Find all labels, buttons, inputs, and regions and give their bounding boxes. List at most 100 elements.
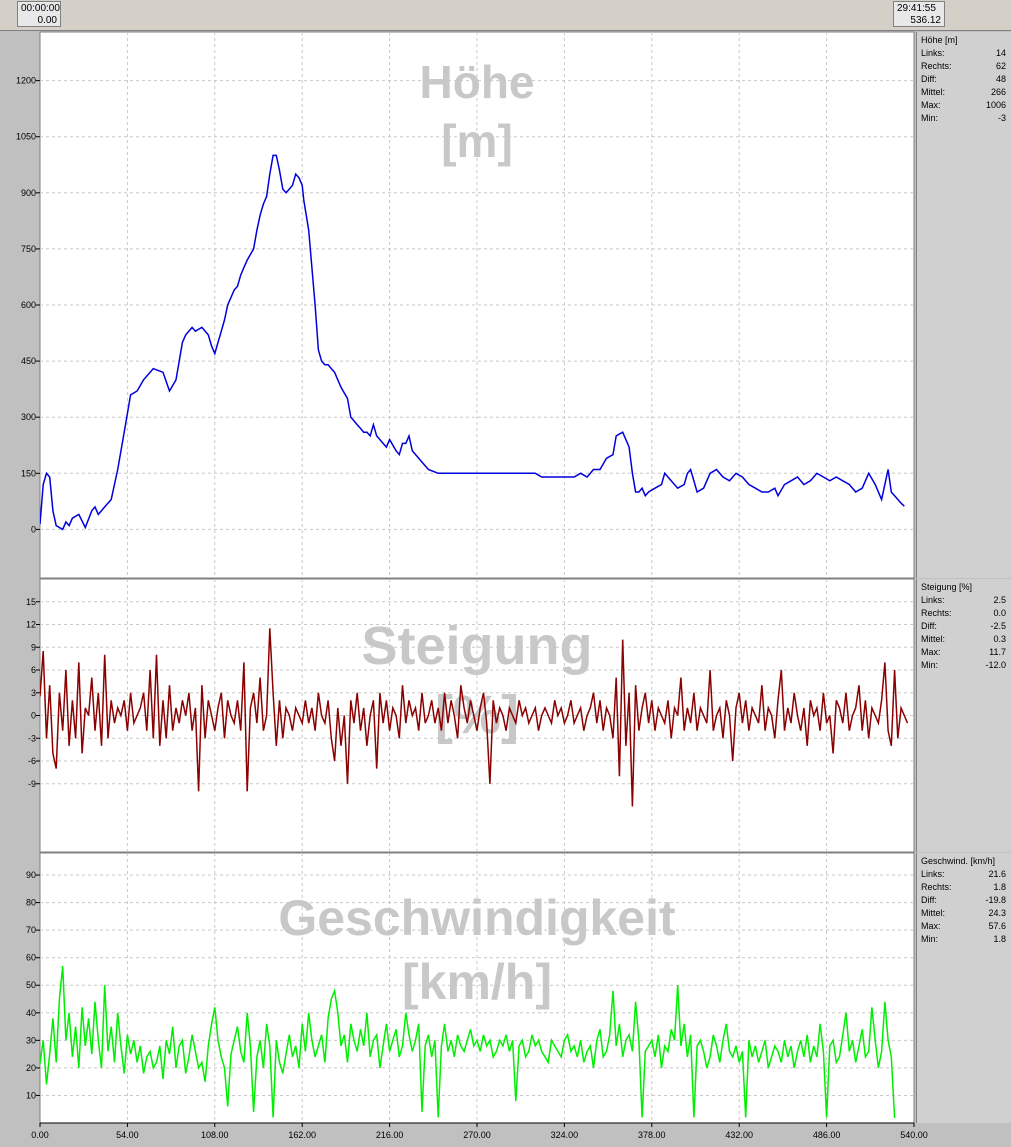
- stats-value: 21.6: [988, 869, 1006, 879]
- stats-label: Min:: [921, 660, 939, 670]
- stats-value: 1.8: [993, 882, 1006, 892]
- stats-value: -2.5: [990, 621, 1006, 631]
- stats-row: Links: 14: [921, 47, 1006, 60]
- x-tick-label: 216.00: [376, 1130, 404, 1140]
- range-end-box[interactable]: 29:41:55 536.12: [893, 1, 945, 27]
- gradient-y-tick-label: 3: [31, 688, 36, 698]
- altitude-y-tick-label: 600: [21, 300, 36, 310]
- speed-y-tick-label: 60: [26, 953, 36, 963]
- range-start-box[interactable]: 00:00:00 0.00: [17, 1, 61, 27]
- stats-label: Links:: [921, 48, 945, 58]
- time-range-bar: 00:00:00 0.00 29:41:55 536.12: [0, 0, 1011, 31]
- altitude-y-tick-label: 1050: [16, 132, 36, 142]
- altitude-y-tick-label: 300: [21, 412, 36, 422]
- stats-value: -3: [997, 113, 1006, 123]
- stats-label: Diff:: [921, 74, 937, 84]
- altitude-title: Höhe [m]: [420, 56, 535, 167]
- gradient-y-tick-label: 6: [31, 665, 36, 675]
- altitude-y-tick-label: 750: [21, 244, 36, 254]
- stats-row: Diff: -19.8: [921, 894, 1006, 907]
- stats-row: Min: -12.0: [921, 659, 1006, 672]
- altitude-y-tick-label: 450: [21, 356, 36, 366]
- gradient-y-tick-label: 9: [31, 642, 36, 652]
- speed-axis-gutter: [0, 853, 40, 1123]
- stats-row: Rechts: 62: [921, 60, 1006, 73]
- stats-label: Mittel:: [921, 634, 946, 644]
- range-start-distance: 0.00: [37, 15, 57, 26]
- stats-row: Max: 11.7: [921, 646, 1006, 659]
- gradient-y-tick-label: 0: [31, 711, 36, 721]
- stats-label: Max:: [921, 921, 941, 931]
- stats-value: 2.5: [993, 595, 1006, 605]
- stats-value: -12.0: [985, 660, 1006, 670]
- stats-label: Min:: [921, 113, 939, 123]
- stats-title: Steigung [%]: [921, 582, 973, 592]
- range-end-distance: 536.12: [910, 15, 941, 26]
- gradient-y-tick-label: 12: [26, 620, 36, 630]
- stats-label: Rechts:: [921, 608, 952, 618]
- altitude-axis-gutter: [0, 32, 40, 578]
- altitude-y-tick-label: 0: [31, 524, 36, 534]
- speed-y-tick-label: 80: [26, 898, 36, 908]
- stats-row: Mittel: 24.3: [921, 907, 1006, 920]
- stats-label: Rechts:: [921, 61, 952, 71]
- stats-row: Mittel: 0.3: [921, 633, 1006, 646]
- stats-label: Diff:: [921, 621, 937, 631]
- x-tick-label: 432.00: [725, 1130, 753, 1140]
- stats-label: Max:: [921, 647, 941, 657]
- stats-row: Diff: 48: [921, 73, 1006, 86]
- stats-row: Links: 2.5: [921, 594, 1006, 607]
- stats-row: Diff: -2.5: [921, 620, 1006, 633]
- stats-label: Diff:: [921, 895, 937, 905]
- gradient-y-tick-label: -6: [28, 756, 36, 766]
- stats-label: Links:: [921, 869, 945, 879]
- x-tick-label: 486.00: [813, 1130, 841, 1140]
- speed-y-tick-label: 10: [26, 1090, 36, 1100]
- gradient-stats-panel: Steigung [%] Links: 2.5 Rechts: 0.0 Diff: -2.5…: [916, 579, 1011, 852]
- gradient-y-tick-label: -9: [28, 779, 36, 789]
- stats-label: Mittel:: [921, 87, 946, 97]
- range-start-time: 00:00:00: [21, 3, 60, 14]
- x-tick-label: 540.00: [900, 1130, 928, 1140]
- stats-title: Höhe [m]: [921, 35, 958, 45]
- gradient-axis-gutter: [0, 579, 40, 852]
- stats-row: Min: 1.8: [921, 933, 1006, 946]
- gradient-series-line: [40, 628, 909, 807]
- speed-y-tick-label: 50: [26, 980, 36, 990]
- speed-stats-panel: Geschwind. [km/h] Links: 21.6 Rechts: 1.8 Dif…: [916, 853, 1011, 1123]
- stats-label: Max:: [921, 100, 941, 110]
- altitude-y-tick-label: 150: [21, 468, 36, 478]
- speed-title: Geschwindigkeit [km/h]: [278, 890, 676, 1010]
- stats-row: Max: 57.6: [921, 920, 1006, 933]
- stats-value: 11.7: [989, 647, 1006, 657]
- x-tick-label: 378.00: [638, 1130, 666, 1140]
- altitude-y-tick-label: 1200: [16, 76, 36, 86]
- stats-row: Rechts: 1.8: [921, 881, 1006, 894]
- stats-row: Rechts: 0.0: [921, 607, 1006, 620]
- altitude-series-line: [40, 154, 905, 531]
- speed-y-tick-label: 90: [26, 870, 36, 880]
- stats-label: Min:: [921, 934, 939, 944]
- stats-label: Mittel:: [921, 908, 946, 918]
- speed-y-tick-label: 30: [26, 1035, 36, 1045]
- stats-value: 24.3: [988, 908, 1006, 918]
- stats-row: Max: 1006: [921, 99, 1006, 112]
- gradient-y-tick-label: -3: [28, 733, 36, 743]
- gradient-y-tick-label: 15: [26, 597, 36, 607]
- x-tick-label: 270.00: [463, 1130, 491, 1140]
- stats-row: Mittel: 266: [921, 86, 1006, 99]
- stats-value: 14: [995, 48, 1006, 58]
- stats-value: 62: [995, 61, 1006, 71]
- stats-value: 1.8: [993, 934, 1006, 944]
- stats-value: -19.8: [985, 895, 1006, 905]
- stats-title: Geschwind. [km/h]: [921, 856, 996, 866]
- stats-row: Links: 21.6: [921, 868, 1006, 881]
- stats-value: 57.6: [988, 921, 1006, 931]
- stats-value: 0.3: [993, 634, 1006, 644]
- stats-row: Min: -3: [921, 112, 1006, 125]
- altitude-y-tick-label: 900: [21, 188, 36, 198]
- x-tick-label: 108.00: [201, 1130, 229, 1140]
- stats-label: Links:: [921, 595, 945, 605]
- range-end-time: 29:41:55: [897, 3, 936, 14]
